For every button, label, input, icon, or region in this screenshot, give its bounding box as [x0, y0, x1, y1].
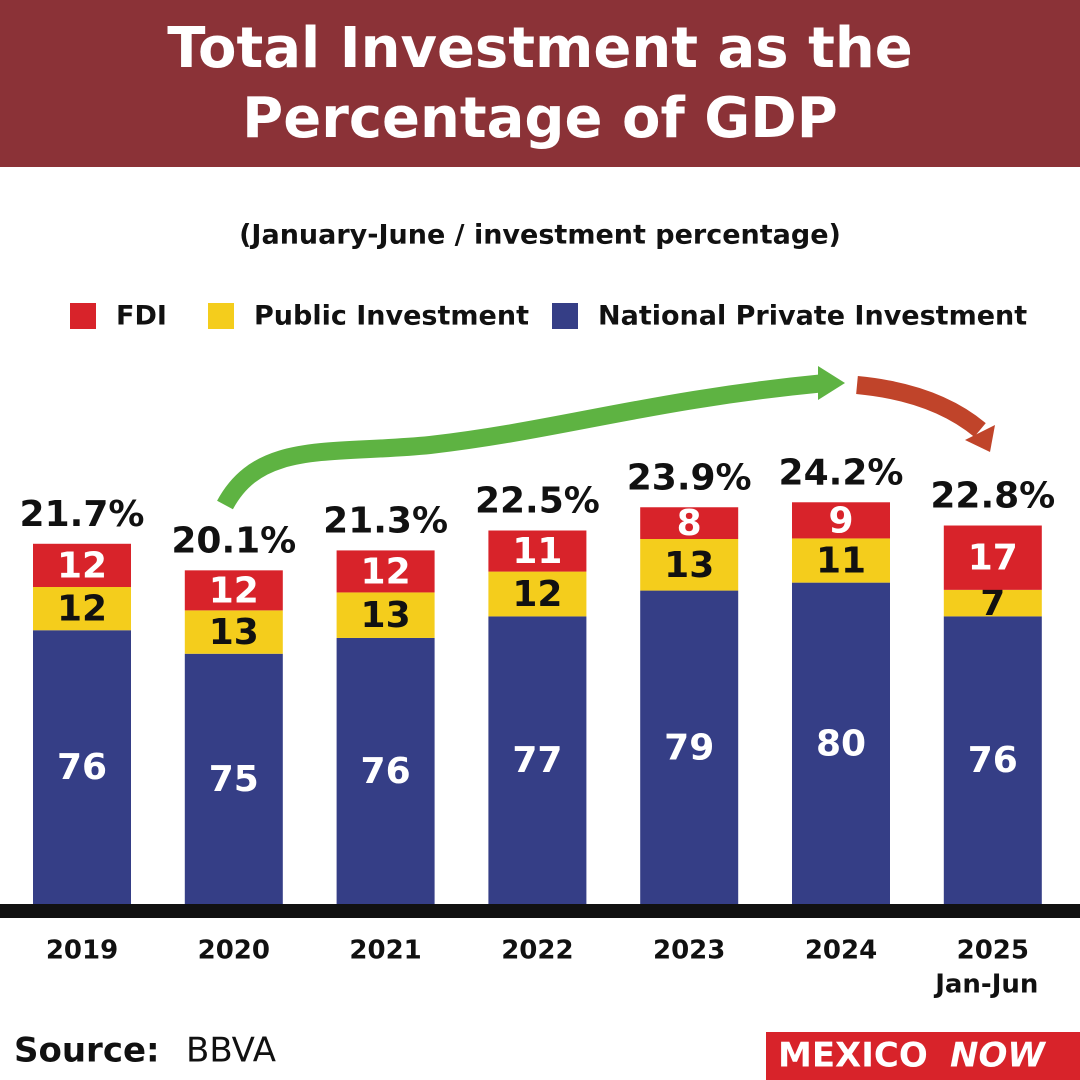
trend-arrow-down	[856, 376, 986, 438]
source-label: Source:	[14, 1031, 160, 1071]
x-tick-label: 2022	[501, 936, 573, 966]
bar-segment	[640, 507, 739, 539]
bar-segment	[943, 589, 1042, 617]
baseline	[0, 904, 1080, 918]
legend-swatch	[552, 303, 578, 329]
bar-segment	[184, 610, 283, 654]
segment-label: 17	[968, 538, 1018, 579]
x-tick-label: 2023	[653, 936, 725, 966]
segment-label: 13	[209, 612, 259, 653]
x-tick-label: 2024	[805, 936, 877, 966]
bar-segment	[488, 616, 587, 904]
segment-label: 76	[361, 751, 411, 792]
legend-label: FDI	[116, 301, 167, 332]
segment-label: 77	[512, 740, 562, 781]
bar-segment	[184, 570, 283, 611]
segment-label: 79	[664, 727, 714, 768]
chart-subtitle: (January-June / investment percentage)	[239, 220, 841, 251]
segment-label: 75	[209, 759, 259, 800]
header-band	[0, 0, 1080, 167]
segment-label: 8	[677, 503, 702, 544]
segment-label: 13	[361, 595, 411, 636]
bar-segment	[488, 530, 587, 572]
total-label: 22.5%	[475, 481, 600, 522]
x-tick-label: 2020	[198, 936, 270, 966]
legend-label: Public Investment	[254, 301, 529, 332]
bar-segment	[184, 653, 283, 904]
segment-label: 12	[57, 545, 107, 586]
bar-segment	[336, 550, 435, 593]
bar-segment	[943, 616, 1042, 904]
bar-segment	[640, 590, 739, 904]
bar-segment	[33, 630, 131, 904]
segment-label: 13	[664, 545, 714, 586]
bar-segment	[33, 587, 131, 631]
segment-label: 11	[512, 531, 562, 572]
bar-segment	[33, 543, 131, 588]
bar-segment	[640, 538, 739, 591]
total-label: 21.7%	[20, 494, 145, 535]
segment-label: 12	[361, 551, 411, 592]
segment-label: 12	[57, 589, 107, 630]
x-tick-label: 2025	[957, 936, 1029, 966]
total-label: 22.8%	[930, 476, 1055, 517]
segment-label: 76	[968, 740, 1018, 781]
bar-segment	[943, 525, 1042, 590]
trend-arrow-head	[818, 366, 845, 400]
segment-label: 11	[816, 541, 866, 582]
segment-label: 76	[57, 747, 107, 788]
segment-label: 80	[816, 723, 866, 764]
trend-arrow-up	[217, 374, 826, 510]
segment-label: 12	[512, 574, 562, 615]
bar-segment	[792, 538, 890, 583]
legend-label: National Private Investment	[598, 301, 1027, 332]
total-label: 21.3%	[323, 500, 448, 541]
logo-band	[766, 1032, 1080, 1080]
total-label: 20.1%	[171, 520, 296, 561]
trend-arrow-head	[965, 425, 995, 452]
logo-text: MEXICO	[778, 1036, 928, 1076]
bar-segment	[792, 582, 890, 904]
segment-label: 7	[980, 583, 1005, 624]
bar-segment	[792, 502, 890, 539]
segment-label: 9	[828, 500, 853, 541]
bar-segment	[488, 571, 587, 617]
total-label: 23.9%	[627, 457, 752, 498]
logo-text: NOW	[950, 1036, 1046, 1076]
total-label: 24.2%	[779, 452, 904, 493]
segment-label: 12	[209, 570, 259, 611]
x-tick-note: Jan-Jun	[933, 970, 1038, 1000]
x-tick-label: 2021	[349, 936, 421, 966]
bar-segment	[336, 637, 435, 904]
x-tick-label: 2019	[46, 936, 118, 966]
legend-swatch	[70, 303, 96, 329]
source-value: BBVA	[186, 1031, 276, 1071]
chart-title: Total Investment as the	[167, 16, 912, 81]
bar-segment	[336, 592, 435, 638]
chart-title: Percentage of GDP	[242, 86, 838, 151]
legend-swatch	[208, 303, 234, 329]
